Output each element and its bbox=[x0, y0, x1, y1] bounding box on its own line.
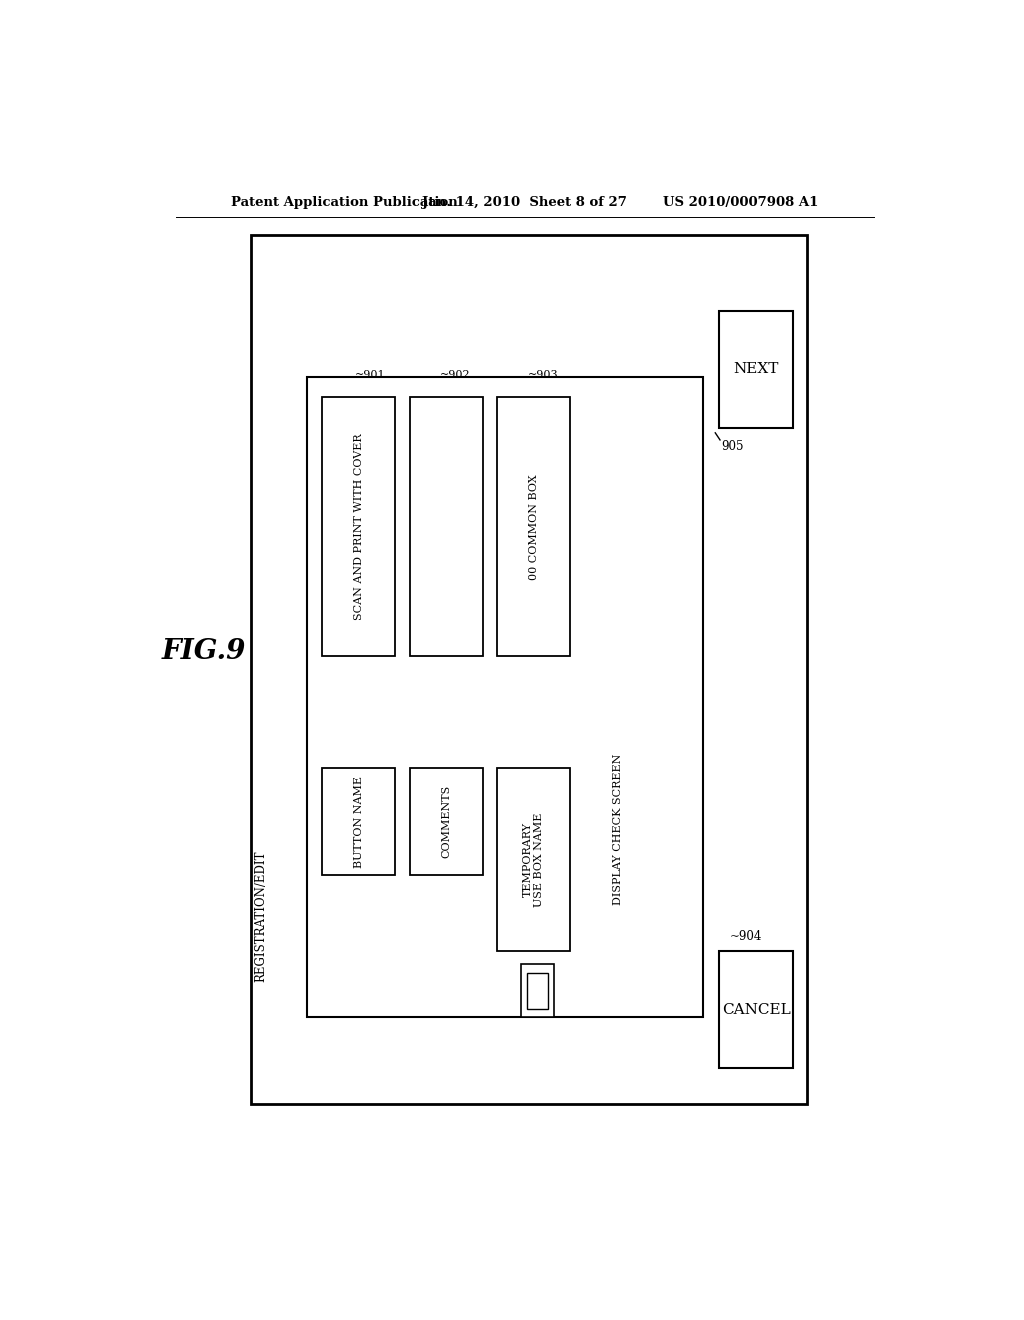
Text: CANCEL: CANCEL bbox=[722, 1003, 791, 1016]
Bar bbox=[521, 965, 554, 1018]
Text: ~904: ~904 bbox=[729, 931, 762, 942]
Bar bbox=[719, 312, 793, 428]
Bar bbox=[410, 397, 482, 656]
Text: REGISTRATION/EDIT: REGISTRATION/EDIT bbox=[255, 850, 268, 982]
Text: 00 COMMON BOX: 00 COMMON BOX bbox=[528, 474, 539, 579]
Text: ~903: ~903 bbox=[528, 370, 559, 380]
Text: TEMPORARY
USE BOX NAME: TEMPORARY USE BOX NAME bbox=[522, 813, 545, 907]
Bar bbox=[323, 397, 395, 656]
Bar bbox=[497, 397, 570, 656]
Text: BUTTON NAME: BUTTON NAME bbox=[354, 776, 364, 867]
Text: COMMENTS: COMMENTS bbox=[441, 785, 452, 858]
Bar bbox=[323, 768, 395, 875]
Text: Jan. 14, 2010  Sheet 8 of 27: Jan. 14, 2010 Sheet 8 of 27 bbox=[422, 195, 628, 209]
Bar bbox=[497, 768, 570, 952]
Text: US 2010/0007908 A1: US 2010/0007908 A1 bbox=[664, 195, 818, 209]
Text: ~902: ~902 bbox=[440, 370, 470, 380]
Text: NEXT: NEXT bbox=[733, 362, 779, 376]
Bar bbox=[306, 378, 703, 1018]
Text: FIG.9: FIG.9 bbox=[161, 638, 246, 665]
Bar bbox=[719, 952, 793, 1068]
Text: ~901: ~901 bbox=[355, 370, 386, 380]
Text: 905: 905 bbox=[722, 440, 744, 453]
Bar bbox=[410, 768, 482, 875]
Text: Patent Application Publication: Patent Application Publication bbox=[231, 195, 458, 209]
Text: DISPLAY CHECK SCREEN: DISPLAY CHECK SCREEN bbox=[613, 754, 624, 906]
Bar bbox=[251, 235, 807, 1104]
Text: SCAN AND PRINT WITH COVER: SCAN AND PRINT WITH COVER bbox=[354, 433, 364, 620]
Bar bbox=[527, 973, 548, 1008]
